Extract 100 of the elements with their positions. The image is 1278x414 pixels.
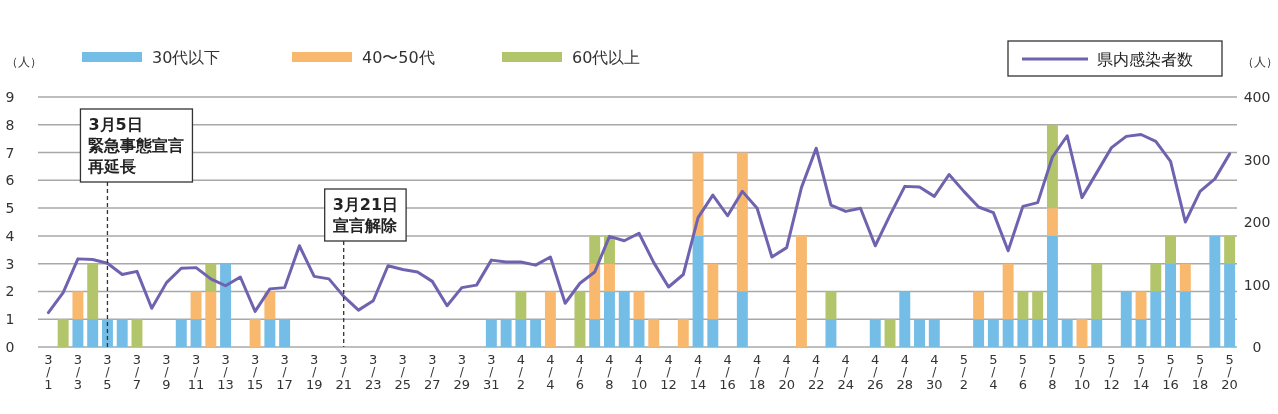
text: 3月5日 (88, 115, 143, 134)
bar (175, 319, 187, 347)
bar (485, 319, 497, 347)
bar (825, 319, 837, 347)
bar (1017, 319, 1029, 347)
text: 緊急事態宣言 (88, 136, 185, 155)
bar (1032, 319, 1044, 347)
text: 再延長 (88, 157, 137, 176)
x-tick-label: 3/11 (187, 352, 205, 392)
bar (515, 291, 527, 320)
bar (677, 319, 689, 347)
y2-tick-label: 0 (1252, 339, 1262, 355)
x-tick-label: 3/7 (132, 352, 142, 392)
bar (973, 319, 985, 347)
x-tick-label: 4/18 (748, 352, 766, 392)
bar (633, 319, 645, 347)
x-tick-label: 4/10 (630, 352, 648, 392)
bar (1046, 235, 1058, 347)
x-tick-label: 3/31 (483, 352, 500, 392)
x-tick-label: 5/10 (1073, 352, 1091, 392)
bar (899, 291, 911, 347)
y2-tick-label: 300 (1243, 151, 1271, 168)
x-tick-label: 4/22 (807, 352, 825, 392)
bar (692, 152, 704, 236)
x-tick-label: 5/20 (1221, 352, 1238, 392)
bar (1165, 263, 1177, 347)
x-tick-label: 3 / 13 (217, 352, 234, 392)
bar (116, 319, 128, 347)
y-tick-label: 1 (5, 311, 15, 328)
bar (249, 319, 261, 347)
x-tick-label: 5/14 (1132, 352, 1150, 392)
legend-label: 県内感染者数 (1097, 50, 1193, 69)
bar (692, 235, 704, 347)
bar (987, 319, 999, 347)
bar (1046, 124, 1058, 209)
bar (1150, 291, 1162, 347)
bar (884, 319, 896, 347)
bar (87, 319, 99, 347)
bar (1017, 291, 1029, 320)
y-tick-label: 8 (5, 116, 15, 133)
x-tick-label: 4/6 (575, 352, 585, 392)
bar (736, 291, 748, 347)
bar (279, 319, 291, 347)
bar (1135, 291, 1147, 320)
bar (530, 319, 542, 347)
x-tick-label: 4/28 (896, 352, 914, 392)
x-tick-label: 3/19 (305, 352, 323, 392)
bar (1224, 235, 1236, 264)
bar (1209, 235, 1221, 347)
bar (648, 319, 660, 347)
bar (604, 263, 615, 292)
x-tick-label: 4/26 (866, 352, 884, 392)
x-tick-label: 3/29 (453, 352, 471, 392)
bar (1165, 235, 1177, 264)
x-tick-label: 4/14 (689, 352, 707, 392)
y-tick-label: 4 (5, 227, 15, 244)
x-tick-label: 5/2 (959, 352, 968, 392)
legend-label: 40〜50代 (362, 48, 435, 67)
bar (589, 263, 601, 320)
bar (190, 291, 202, 320)
bar (604, 291, 615, 347)
y-axis-title: （人） (6, 55, 42, 69)
x-tick-label: 3/21 (335, 352, 352, 392)
x-tick-label: 4/30 (926, 352, 943, 392)
bar (1076, 319, 1088, 347)
legend-label: 60代以上 (572, 48, 641, 67)
y2-tick-label: 400 (1243, 89, 1271, 105)
x-tick-label: 4/20 (778, 352, 795, 392)
bar (1135, 319, 1147, 347)
y-tick-label: 7 (5, 144, 15, 161)
bar (544, 291, 556, 347)
legend-label: 30代以下 (152, 48, 221, 67)
bar (87, 263, 99, 320)
x-tick-label: 5/6 (1018, 352, 1028, 392)
y-tick-label: 5 (5, 200, 15, 217)
x-tick-label: 3/23 (364, 352, 382, 392)
x-tick-label: 3/27 (424, 352, 441, 392)
text: 3月21日 (332, 195, 399, 214)
y-tick-label: 2 (5, 283, 15, 300)
bar (825, 291, 837, 320)
bar (736, 152, 748, 292)
bar (205, 291, 217, 347)
bar (1091, 319, 1103, 347)
bar (515, 319, 527, 347)
bar (72, 291, 84, 320)
bar (500, 319, 512, 347)
bar (1179, 291, 1191, 347)
bar (707, 263, 719, 320)
y2-tick-label: 200 (1243, 214, 1271, 230)
x-tick-label: 4/16 (719, 352, 736, 392)
x-tick-label: 3/1 (44, 352, 53, 392)
y2-axis-title: （人） (1242, 55, 1278, 69)
x-tick-label: 3/25 (394, 352, 412, 392)
bar (57, 319, 69, 347)
bar (589, 319, 601, 347)
x-tick-label: 5/4 (989, 352, 998, 392)
x-tick-label: 4/12 (660, 352, 677, 392)
line-series (46, 133, 1232, 315)
bar (1032, 291, 1044, 320)
x-tick-label: 4 / 24 (837, 352, 854, 392)
